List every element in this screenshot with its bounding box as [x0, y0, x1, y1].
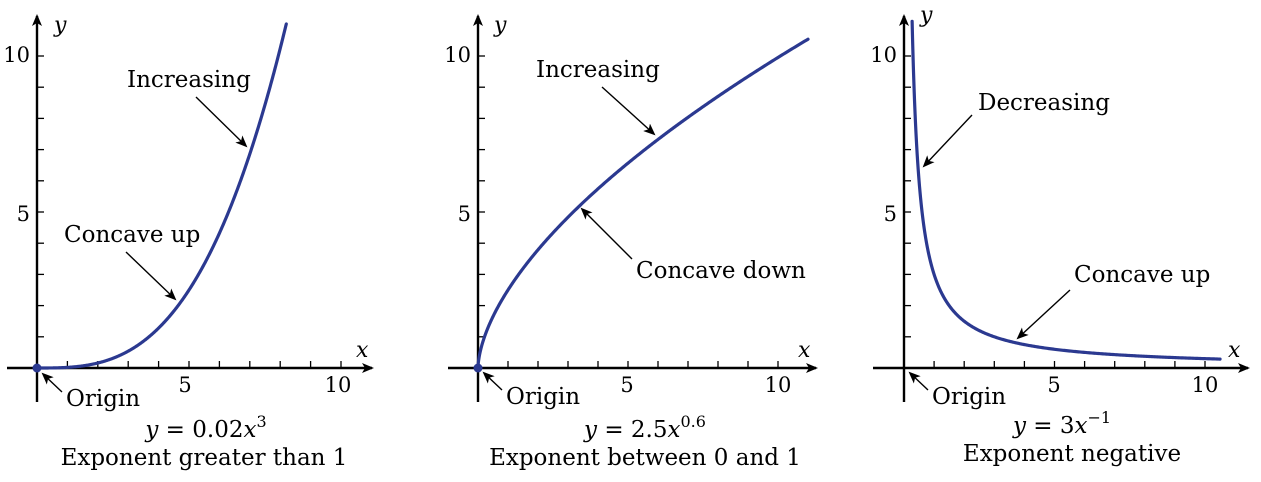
y-tick-label-10: 10 [444, 43, 471, 67]
y-axis-label: y [53, 13, 67, 38]
y-tick-label-5: 5 [884, 202, 897, 226]
axes-reciprocal [873, 14, 1250, 402]
x-axis-label: x [798, 338, 811, 363]
x-tick-label-5: 5 [178, 373, 191, 397]
x-tick-label-10: 10 [765, 373, 792, 397]
y-axis-label: y [919, 3, 933, 28]
axes-root [448, 14, 818, 402]
annotation-leader-concave-up [1016, 289, 1071, 340]
equation-label: y = 3x−1 [1012, 408, 1111, 439]
y-tick-label-10: 10 [870, 43, 897, 67]
annotation-leader-increasing [601, 86, 656, 136]
curve-cubic [35, 22, 288, 370]
annotation-concave-up: Concave up [1074, 262, 1210, 288]
annotation-origin: Origin [932, 384, 1006, 410]
annotation-origin: Origin [66, 386, 140, 412]
x-axis-label: x [1228, 338, 1241, 363]
ticks-cubic [37, 55, 342, 368]
annotation-leader-decreasing [922, 114, 973, 168]
y-tick-label-5: 5 [458, 202, 471, 226]
caption: Exponent greater than 1 [61, 445, 348, 471]
ticks-root [478, 55, 779, 368]
panel-root: y x 10 5 5 10 Increasing Concave down Or… [444, 13, 818, 471]
y-tick-label-5: 5 [17, 202, 30, 226]
annotation-decreasing: Decreasing [978, 90, 1110, 116]
annotation-increasing: Increasing [536, 57, 660, 83]
annotation-leader-origin [482, 371, 503, 391]
caption: Exponent between 0 and 1 [489, 445, 801, 471]
origin-dot [473, 363, 483, 373]
equation-label: y = 0.02x3 [144, 412, 266, 443]
annotation-leader-concave-down [580, 207, 633, 260]
curve-root [476, 37, 810, 370]
panel-cubic: y x 10 5 5 10 Increasing Concave up Orig… [3, 13, 374, 471]
x-axis-label: x [356, 338, 369, 363]
annotation-leader-increasing [195, 96, 248, 148]
x-tick-label-10: 10 [325, 373, 352, 397]
annotation-concave-down: Concave down [636, 258, 806, 284]
annotation-leader-origin [41, 372, 63, 393]
annotation-leader-origin [908, 371, 929, 391]
annotation-increasing: Increasing [127, 67, 251, 93]
annotation-leader-concave-up [125, 251, 177, 301]
origin-dot [32, 363, 42, 373]
y-axis-label: y [493, 13, 507, 38]
annotation-concave-up: Concave up [64, 222, 200, 248]
ticks-reciprocal [904, 55, 1206, 368]
caption: Exponent negative [963, 441, 1181, 467]
panel-reciprocal: y x 10 5 5 10 Decreasing Concave up Orig… [870, 3, 1250, 467]
y-tick-label-10: 10 [3, 43, 30, 67]
curve-reciprocal [910, 19, 1222, 361]
x-tick-label-5: 5 [620, 373, 633, 397]
equation-label: y = 2.5x0.6 [583, 412, 706, 443]
x-tick-label-10: 10 [1192, 373, 1219, 397]
x-tick-label-5: 5 [1047, 373, 1060, 397]
annotation-origin: Origin [506, 384, 580, 410]
